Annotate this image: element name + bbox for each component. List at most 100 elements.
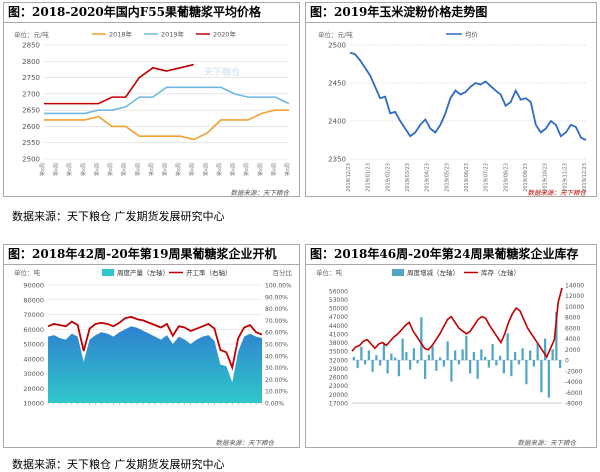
y-tick-label: 17000 xyxy=(329,401,348,408)
y-tick-label-right: 100.00% xyxy=(265,283,292,290)
bar xyxy=(379,360,382,366)
chart-panel-inventory: 图：2018年46周-20年第24周果葡糖浆企业库存 单位：吨 17000 2000… xyxy=(305,244,597,448)
x-tick-label: 2019/09/23 xyxy=(523,163,529,192)
legend-label: 2020年 xyxy=(213,30,237,39)
chart-title: 图：2018-2020年国内F55果葡糖浆平均价格 xyxy=(4,3,299,23)
chart-panel-operating-rate: 图：2018年42周-20年第19周果葡糖浆企业开机 单位：吨 百分比 10000 2… xyxy=(3,244,300,448)
bar xyxy=(457,360,460,365)
bar xyxy=(371,360,374,372)
x-tick-label: 2019/04/23 xyxy=(425,163,431,192)
x-tick-label: 第x周 xyxy=(80,163,87,176)
legend-label: 均价 xyxy=(465,30,479,39)
x-tick-label: 2019/10/23 xyxy=(543,163,549,192)
x-tick-label: 2019/03/23 xyxy=(405,163,411,192)
chart-panel-corn-starch-price: 图：2019年玉米淀粉价格走势图 单位：元/吨 2350 2400 2450 2500 2… xyxy=(305,2,597,197)
bar xyxy=(364,360,367,365)
bar xyxy=(397,360,400,377)
y-tick-label-right: 10.00% xyxy=(265,389,288,396)
y-tick-label: 26000 xyxy=(329,375,348,382)
y-tick-label-right: 90.00% xyxy=(265,294,288,301)
bar xyxy=(487,360,490,368)
x-tick-label: 2019/08/23 xyxy=(503,163,509,192)
bar xyxy=(401,338,404,361)
y-tick-label: 44000 xyxy=(329,323,348,330)
bar xyxy=(469,360,472,374)
y-tick-label: 56000 xyxy=(329,288,348,295)
y-tick-label: 47000 xyxy=(329,314,348,321)
x-tick-label: 第x周 xyxy=(243,163,250,176)
y-tick-label-right: 40.00% xyxy=(265,353,288,360)
legend-label: 2019年 xyxy=(161,30,185,39)
series-line xyxy=(44,86,290,115)
x-tick-label: 第x周 xyxy=(162,163,169,176)
y-tick-label: 2850 xyxy=(22,42,40,50)
y-tick-label: 53000 xyxy=(329,297,348,304)
y-tick-label-right: 2000 xyxy=(565,347,580,354)
x-tick-label: 第x周 xyxy=(39,163,46,176)
bar xyxy=(491,344,494,361)
y-tick-label: 50000 xyxy=(23,341,44,349)
bar xyxy=(409,360,412,370)
y-tick-label: 2400 xyxy=(328,118,346,126)
bar xyxy=(405,352,408,361)
bar xyxy=(506,333,509,361)
bar xyxy=(352,356,355,361)
y-tick-label: 60000 xyxy=(23,326,44,334)
corn-starch-price-chart: 单位：元/吨 2350 2400 2450 2500 2018/12/23 2019/01/… xyxy=(318,30,588,198)
x-tick-label: 第x周 xyxy=(175,163,182,176)
operating-rate-chart: 单位：吨 百分比 10000 20000 30000 40000 50000 60000 700… xyxy=(14,268,293,447)
bar xyxy=(446,341,449,361)
y-tick-label-right: 14000 xyxy=(565,283,584,290)
bar xyxy=(424,360,427,379)
y-tick-label-right: -6000 xyxy=(565,390,583,397)
y-tick-label-right: 6000 xyxy=(565,325,580,332)
unit-label: 单位：吨 xyxy=(316,268,343,277)
bar xyxy=(544,338,547,361)
bar xyxy=(502,360,505,374)
x-tick-label: 2019/05/23 xyxy=(444,163,450,192)
legend-label: 库存（左轴） xyxy=(481,268,520,277)
y-tick-label-right: 12000 xyxy=(565,293,584,300)
y-tick-label: 38000 xyxy=(329,340,348,347)
series-line xyxy=(351,287,563,359)
y-tick-label-right: 4000 xyxy=(565,336,580,343)
bar xyxy=(412,348,415,361)
series-line xyxy=(349,51,587,141)
bar xyxy=(439,357,442,361)
bar xyxy=(525,360,528,385)
y-tick-label: 50000 xyxy=(329,306,348,313)
bar xyxy=(484,356,487,361)
y-tick-label: 2500 xyxy=(22,156,40,164)
bar xyxy=(510,360,513,377)
x-tick-label: 第x周 xyxy=(53,163,60,176)
bar xyxy=(514,352,517,361)
x-tick-label: 第x周 xyxy=(66,163,73,176)
bar xyxy=(386,360,389,374)
x-tick-label: 2019/01/23 xyxy=(366,163,372,192)
chart-title: 图：2019年玉米淀粉价格走势图 xyxy=(306,3,596,23)
y-tick-label: 90000 xyxy=(23,282,44,290)
x-tick-label: 第x周 xyxy=(202,163,209,176)
chart-footnote: 数据来源：天下粮仓 xyxy=(231,189,291,197)
x-tick-label: 第x周 xyxy=(107,163,114,176)
y-tick-label: 2650 xyxy=(22,107,40,115)
y-tick-label: 20000 xyxy=(329,392,348,399)
y-tick-label-right: 50.00% xyxy=(265,342,288,349)
y-tick-label-right: 80.00% xyxy=(265,306,288,313)
bar xyxy=(529,350,532,361)
x-tick-label: 第x周 xyxy=(216,163,223,176)
y-tick-label: 30000 xyxy=(23,370,44,378)
y-tick-label: 29000 xyxy=(329,366,348,373)
bar xyxy=(547,360,550,398)
y-tick-label: 80000 xyxy=(23,296,44,304)
x-tick-label: 第x周 xyxy=(230,163,237,176)
legend-label: 周度增减（左轴） xyxy=(407,268,459,277)
bar xyxy=(555,311,558,361)
bar xyxy=(454,350,457,361)
x-tick-label: 第x周 xyxy=(121,163,128,176)
y-tick-label: 41000 xyxy=(329,331,348,338)
y-tick-label: 35000 xyxy=(329,349,348,356)
area-series xyxy=(48,326,262,403)
y-tick-label-right: -4000 xyxy=(565,379,583,386)
bar xyxy=(495,360,498,366)
